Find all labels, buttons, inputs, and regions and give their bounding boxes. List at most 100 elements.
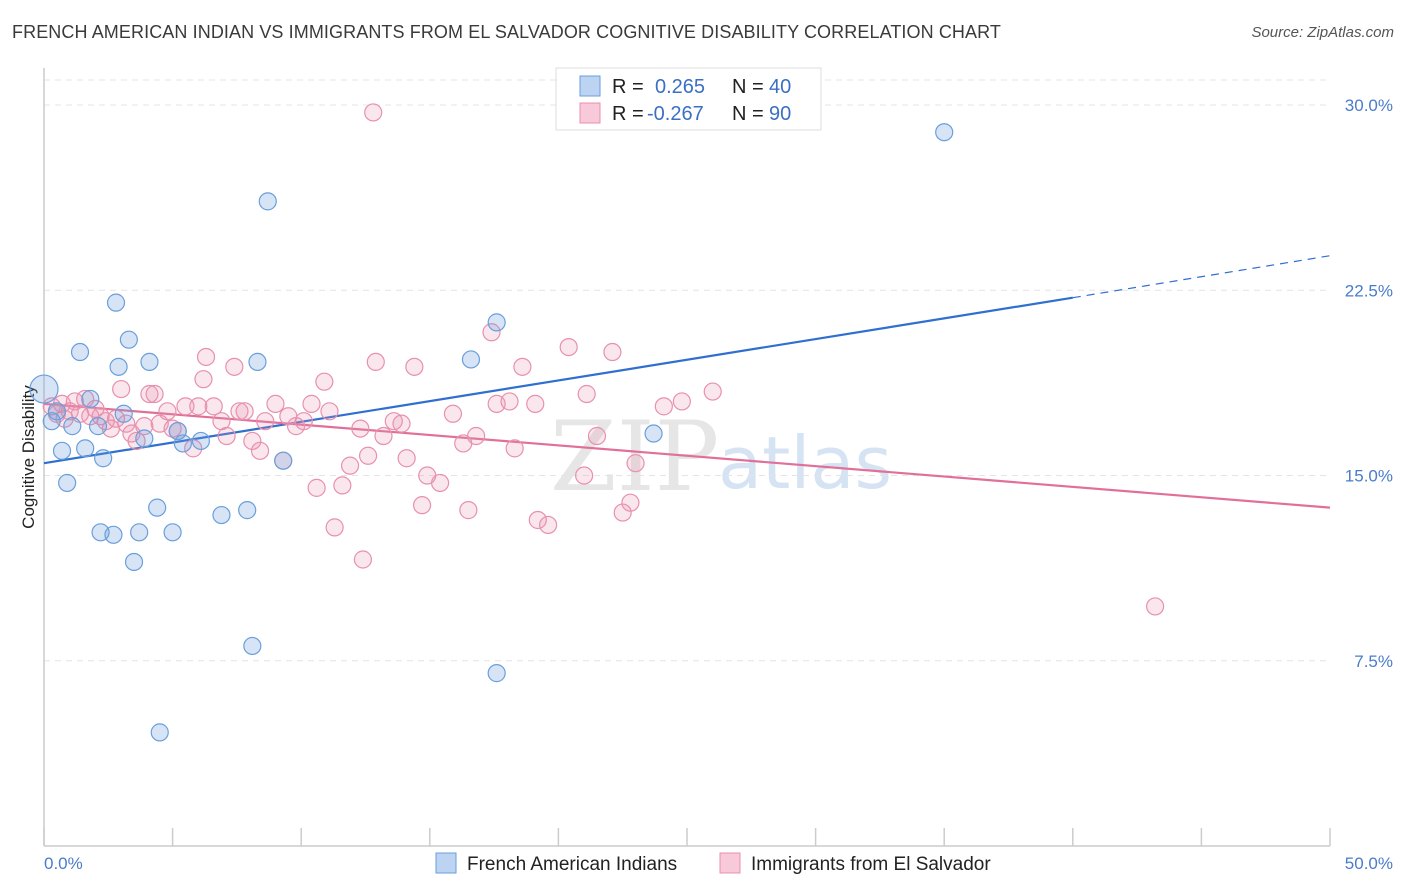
data-point-blue <box>140 352 159 372</box>
data-point-blue <box>81 389 100 409</box>
data-point-pink <box>340 456 360 475</box>
data-point-pink <box>621 493 640 512</box>
y-tick-labels: 7.5% 15.0% 22.5% 30.0% <box>1345 96 1393 671</box>
data-point-blue <box>52 441 72 460</box>
data-point-pink <box>392 414 411 433</box>
legend-r-label-1: R = <box>612 76 644 98</box>
data-point-pink <box>505 439 524 458</box>
data-point-blue <box>47 402 66 421</box>
data-point-blue <box>150 723 169 742</box>
x-ticks <box>43 828 1331 846</box>
data-point-pink <box>539 515 558 535</box>
data-point-pink <box>1146 597 1165 616</box>
data-point-blue <box>243 636 262 656</box>
data-point-blue <box>135 429 154 448</box>
legend-n-label-2: N = <box>732 103 764 125</box>
data-point-pink <box>320 402 339 421</box>
trend-line-extension-blue <box>1072 255 1331 299</box>
data-point-pink <box>364 103 383 122</box>
data-point-pink <box>315 372 334 391</box>
data-point-blue <box>109 357 128 376</box>
bottom-legend: French American Indians Immigrants from … <box>435 852 991 875</box>
data-point-pink <box>307 478 326 497</box>
chart-title: FRENCH AMERICAN INDIAN VS IMMIGRANTS FRO… <box>12 22 1002 42</box>
data-point-pink <box>405 357 424 376</box>
legend-r-value-1: 0.265 <box>655 76 705 98</box>
data-point-blue <box>487 313 506 332</box>
legend-n-value-1: 40 <box>769 76 791 98</box>
data-point-pink <box>158 402 177 421</box>
data-point-pink <box>145 384 164 404</box>
data-point-blue <box>114 404 133 423</box>
data-point-pink <box>577 384 596 404</box>
data-point-blue <box>58 473 77 493</box>
data-point-pink <box>196 347 216 367</box>
bottom-legend-swatch-blue <box>435 852 457 874</box>
data-point-blue <box>461 350 481 369</box>
y-tick-label: 15.0% <box>1345 467 1393 486</box>
data-point-blue <box>935 123 954 142</box>
legend-r-label-2: R = <box>612 103 644 125</box>
data-point-blue <box>124 552 144 572</box>
y-axis-title: Cognitive Disability <box>19 385 38 529</box>
data-point-blue <box>88 417 108 436</box>
bottom-legend-label-2: Immigrants from El Salvador <box>751 854 991 875</box>
data-point-blue <box>238 501 257 520</box>
bottom-legend-label-1: French American Indians <box>467 854 677 875</box>
data-point-pink <box>194 370 213 389</box>
data-point-pink <box>459 501 478 520</box>
data-point-pink <box>230 402 249 421</box>
data-point-blue <box>148 498 167 517</box>
data-point-pink <box>366 352 385 372</box>
x-tick-label-min: 0.0% <box>44 854 83 873</box>
data-point-blue <box>94 449 113 468</box>
data-point-pink <box>135 417 154 436</box>
data-point-blue <box>29 374 59 404</box>
data-point-blue <box>76 439 95 458</box>
data-point-pink <box>217 426 236 446</box>
legend: R = 0.265 N = 40 R = -0.267 N = 90 <box>555 67 822 131</box>
data-point-pink <box>333 476 352 495</box>
data-point-pink <box>412 496 432 515</box>
data-point-pink <box>189 397 208 416</box>
data-point-pink <box>526 394 545 413</box>
data-point-blue <box>106 293 126 312</box>
trend-line-pink <box>43 402 1331 509</box>
legend-n-label-1: N = <box>732 76 764 98</box>
data-point-pink <box>528 510 547 530</box>
data-point-pink <box>500 392 519 411</box>
data-point-pink <box>176 397 195 416</box>
data-point-blue <box>163 523 182 542</box>
data-point-pink <box>443 404 463 423</box>
data-point-pink <box>430 473 450 493</box>
data-point-pink <box>325 518 344 537</box>
legend-n-value-2: 90 <box>769 103 791 125</box>
data-point-pink <box>140 384 159 404</box>
data-point-pink <box>513 357 532 376</box>
data-point-pink <box>294 412 313 431</box>
trend-line-blue <box>43 296 1073 465</box>
data-point-pink <box>587 426 607 446</box>
data-point-blue <box>212 505 231 525</box>
trend-lines <box>43 255 1331 509</box>
data-point-pink <box>351 419 370 438</box>
data-point-blue <box>644 424 663 443</box>
data-point-pink <box>603 342 622 362</box>
data-point-pink <box>654 397 673 416</box>
data-point-pink <box>703 382 722 401</box>
data-point-pink <box>559 337 578 357</box>
x-tick-label-max: 50.0% <box>1345 854 1393 873</box>
series-immigrants-el-salvador <box>42 103 1165 616</box>
data-point-pink <box>672 392 691 411</box>
data-point-blue <box>119 330 138 349</box>
data-point-pink <box>235 402 254 421</box>
data-point-pink <box>256 412 275 431</box>
data-point-blue <box>487 664 506 683</box>
data-point-blue <box>70 342 90 362</box>
data-point-pink <box>204 397 223 416</box>
data-point-blue <box>130 523 149 542</box>
data-point-blue <box>104 525 123 544</box>
y-tick-label: 22.5% <box>1345 281 1393 300</box>
data-point-pink <box>466 426 486 446</box>
